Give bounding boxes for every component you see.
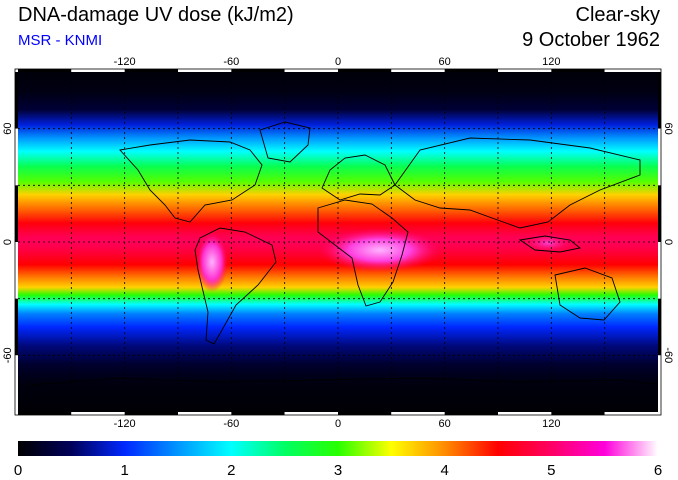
source-label: MSR - KNMI [18,32,103,49]
map-frame [14,68,662,416]
lat-tick-label: 0 [2,239,14,245]
frame-outline [14,68,662,416]
africa-coast [317,199,409,307]
frame-segment [338,69,392,72]
frame-segment [658,72,661,129]
frame-segment [71,69,125,72]
frame-segment [71,412,125,415]
colorbar-tick-label: 5 [547,462,555,479]
europe-coast [321,154,396,201]
lat-tick-label: 60 [662,123,674,135]
frame-segment [338,412,392,415]
colorbar-tick-label: 2 [227,462,235,479]
map-field [18,72,658,412]
frame-segment [444,69,498,72]
lon-tick-label: -60 [223,418,239,430]
frame-segment [498,69,552,72]
asia-coast [394,137,641,229]
colorbar-tick-label: 6 [654,462,662,479]
frame-segment [658,355,661,412]
frame-segment [444,412,498,415]
frame-segment [391,412,445,415]
colorbar [18,441,658,456]
lat-tick-label: -60 [2,347,14,363]
indonesia-coast [518,235,582,253]
africa-uv-maximum [318,228,442,272]
date-label: 9 October 1962 [522,29,660,51]
map-title: DNA-damage UV dose (kJ/m2) [18,4,294,26]
lat-tick-label: -60 [662,347,674,363]
frame-segment [604,412,658,415]
frame-segment [15,298,18,356]
lon-tick-label: 120 [542,56,560,68]
frame-segment [231,69,285,72]
frame-segment [658,298,661,356]
lat-ticks-left: 60 0 -60 [2,123,14,364]
frame-segment [284,69,338,72]
australia-coast [554,267,621,321]
axis-tick-labels: -120 -60 0 60 120 -120 -60 0 60 120 60 0 -60 60 0 -6… [2,56,674,430]
colorbar-tick-labels: 0 1 2 3 4 5 6 [14,462,662,479]
frame-segment [18,412,72,415]
frame-segment [15,128,18,186]
lon-tick-label: -120 [114,56,136,68]
lon-ticks-top: -120 -60 0 60 120 [114,56,561,68]
frame-segment [604,69,658,72]
graticule [18,72,658,412]
lon-ticks-bottom: -120 -60 0 60 120 [114,418,561,430]
indonesia-uv-maximum [522,233,574,253]
colorbar-tick-label: 4 [440,462,448,479]
frame-segment [15,242,18,299]
lon-tick-label: 0 [335,56,341,68]
frame-segment [658,185,661,242]
frame-segment [15,72,18,129]
frame-segment [498,412,552,415]
coastlines [29,121,656,386]
lat-ticks-right: 60 0 -60 [662,123,674,364]
lon-tick-label: 0 [335,418,341,430]
lon-tick-label: 60 [439,56,451,68]
frame-segment [178,412,232,415]
colorbar-tick-label: 0 [14,462,22,479]
frame-segment [658,128,661,186]
north-america-coast [119,139,263,223]
frame-segment [658,242,661,299]
lon-tick-label: 60 [439,418,451,430]
greenland-coast [259,121,311,163]
frame-segment [124,412,178,415]
lon-tick-label: 120 [542,418,560,430]
frame-segment [124,69,178,72]
frame-segment [551,69,605,72]
lat-tick-label: 60 [2,123,14,135]
frame-segment [18,69,72,72]
south-america-coast [194,227,277,345]
frame-segment [391,69,445,72]
colorbar-tick-label: 1 [120,462,128,479]
frame-segment [231,412,285,415]
andes-uv-maximum [196,232,228,292]
frame-segment [284,412,338,415]
frame-segment [178,69,232,72]
frame-segment [15,185,18,242]
frame-segment [15,355,18,412]
lon-tick-label: -120 [114,418,136,430]
sky-condition-label: Clear-sky [575,4,660,26]
antarctica-coast [29,377,656,386]
frame-segment [551,412,605,415]
colorbar-tick-label: 3 [334,462,342,479]
lat-tick-label: 0 [662,239,674,245]
lon-tick-label: -60 [223,56,239,68]
